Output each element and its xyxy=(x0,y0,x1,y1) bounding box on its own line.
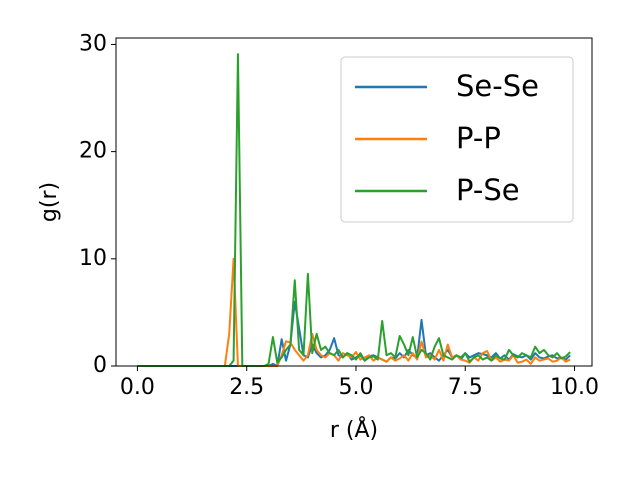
x-axis-label: r (Å) xyxy=(330,416,378,443)
legend-label: Se-Se xyxy=(456,69,539,103)
legend-label: P-Se xyxy=(456,173,520,207)
y-tick-label: 30 xyxy=(79,31,107,56)
x-tick-label: 10.0 xyxy=(550,375,599,400)
plot-frame xyxy=(115,37,593,367)
legend-box xyxy=(340,56,574,223)
x-tick-label: 5.0 xyxy=(338,375,373,400)
y-axis-label: g(r) xyxy=(37,182,62,222)
legend-label: P-P xyxy=(456,121,501,155)
y-tick-label: 0 xyxy=(93,353,107,378)
y-tick-label: 20 xyxy=(79,139,107,164)
y-tick-label: 10 xyxy=(79,246,107,271)
x-tick-label: 7.5 xyxy=(448,375,483,400)
x-tick-label: 0.0 xyxy=(120,375,155,400)
x-tick-label: 2.5 xyxy=(229,375,264,400)
